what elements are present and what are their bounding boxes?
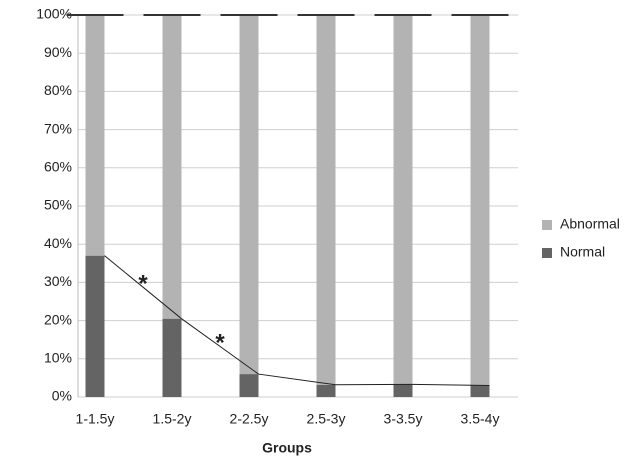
trend-line xyxy=(104,255,490,387)
x-tick-label: 3-3.5y xyxy=(384,411,423,427)
y-tick-label: 50% xyxy=(44,197,72,213)
x-axis-label: Groups xyxy=(262,440,312,456)
y-tick-label: 20% xyxy=(44,311,72,327)
bar-segment xyxy=(162,15,182,319)
bar-segment xyxy=(316,15,336,385)
legend-label: Abnormal xyxy=(560,216,620,232)
x-tick-label: 1-1.5y xyxy=(76,411,115,427)
bar-segment xyxy=(470,385,490,397)
bar-segment xyxy=(85,255,105,397)
y-tick-label: 0% xyxy=(52,388,72,404)
bar-segment xyxy=(393,384,413,397)
y-tick-label: 100% xyxy=(36,6,72,22)
bar-segment xyxy=(470,15,490,386)
bar-segment xyxy=(239,374,259,397)
y-tick-label: 40% xyxy=(44,235,72,251)
x-tick-label: 3.5-4y xyxy=(461,411,500,427)
bar-segment xyxy=(162,318,182,397)
x-tick-label: 1.5-2y xyxy=(153,411,192,427)
y-tick-label: 90% xyxy=(44,44,72,60)
legend-label: Normal xyxy=(560,244,605,260)
y-tick-label: 60% xyxy=(44,159,72,175)
y-tick-label: 30% xyxy=(44,273,72,289)
bar-segment xyxy=(239,15,259,375)
legend-swatch xyxy=(542,220,552,230)
bar-segment xyxy=(85,15,105,256)
x-tick-label: 2-2.5y xyxy=(230,411,269,427)
annotation: * xyxy=(215,330,225,357)
y-tick-label: 10% xyxy=(44,350,72,366)
x-tick-label: 2.5-3y xyxy=(307,411,346,427)
bar-segment xyxy=(316,384,336,397)
y-tick-label: 70% xyxy=(44,120,72,136)
annotation: * xyxy=(138,271,148,298)
y-tick-label: 80% xyxy=(44,82,72,98)
legend-swatch xyxy=(542,248,552,258)
bar-segment xyxy=(393,15,413,385)
